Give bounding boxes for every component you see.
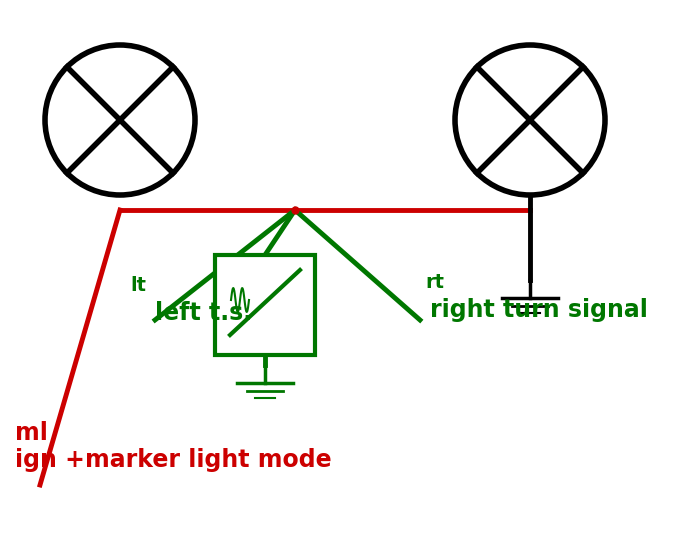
Text: lt: lt bbox=[130, 276, 146, 295]
Text: right turn signal: right turn signal bbox=[430, 298, 648, 322]
Text: left t.s.: left t.s. bbox=[155, 301, 252, 325]
Bar bbox=[215, 255, 315, 355]
Text: ign +: ign + bbox=[15, 448, 85, 472]
Text: rt: rt bbox=[425, 273, 444, 292]
Text: ml: ml bbox=[15, 421, 48, 445]
Text: marker light mode: marker light mode bbox=[85, 448, 332, 472]
